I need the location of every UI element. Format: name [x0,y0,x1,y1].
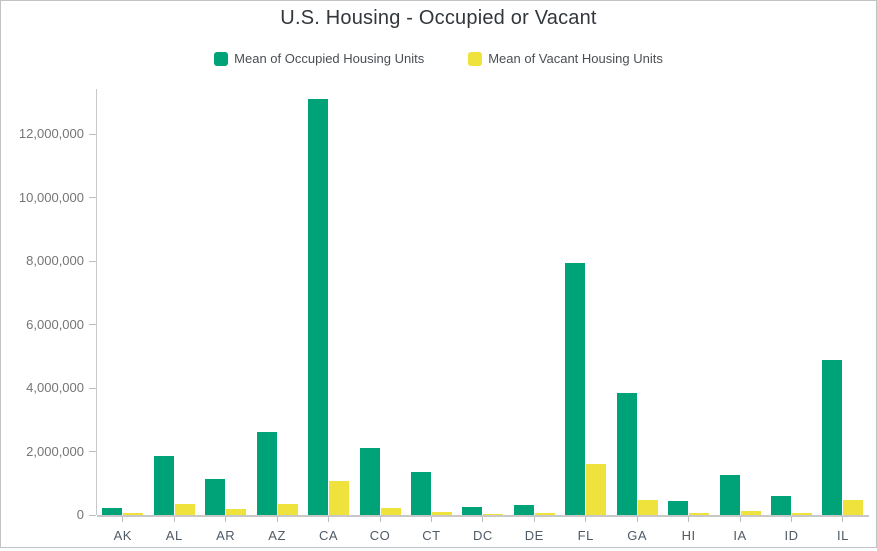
y-axis-tick [88,260,96,262]
bar-vacant-GA[interactable] [637,499,658,515]
x-axis-tick [122,517,124,522]
y-axis-tick [88,133,96,135]
legend-item-occupied[interactable]: Mean of Occupied Housing Units [214,51,424,67]
x-axis-tick [173,517,175,522]
x-axis-label-CT: CT [422,528,441,543]
bar-occupied-GA[interactable] [616,392,637,515]
legend-item-vacant[interactable]: Mean of Vacant Housing Units [468,51,663,67]
bar-occupied-CO[interactable] [359,448,380,515]
y-axis-label: 12,000,000 [18,126,84,141]
bar-occupied-AR[interactable] [205,479,226,515]
y-axis-tick [88,514,96,516]
vacant-series-swatch-icon [468,52,483,66]
chart-title: U.S. Housing - Occupied or Vacant [280,7,597,29]
x-axis-label-HI: HI [681,528,696,543]
x-axis-tick [688,517,690,522]
bar-vacant-HI[interactable] [689,512,710,515]
bar-vacant-IL[interactable] [843,499,864,515]
x-axis-tick [791,517,793,522]
bar-vacant-DE[interactable] [534,513,555,515]
x-axis-tick [533,517,535,522]
x-axis-tick [430,517,432,522]
occupied-series-swatch-icon [214,52,229,66]
x-axis-label-AR: AR [216,528,236,543]
bar-occupied-ID[interactable] [771,495,792,515]
x-axis-tick [636,517,638,522]
x-axis-label-DC: DC [472,528,493,543]
bar-vacant-CT[interactable] [431,511,452,515]
y-axis-label: 2,000,000 [26,443,84,459]
y-axis-label: 0 [76,507,84,522]
x-axis-tick [225,517,227,522]
bar-occupied-IA[interactable] [719,475,740,515]
x-axis-line [97,515,869,517]
x-axis-tick [328,517,330,522]
bar-vacant-CA[interactable] [329,480,350,515]
x-axis-label-CO: CO [369,528,391,543]
x-axis-tick [276,517,278,522]
bar-occupied-FL[interactable] [565,262,586,515]
bar-occupied-DC[interactable] [462,507,483,515]
x-axis-label-DE: DE [524,528,544,543]
chart-legend: Mean of Occupied Housing Units Mean of V… [1,51,876,67]
x-axis-label-AZ: AZ [268,528,286,543]
x-axis-tick [842,517,844,522]
x-axis-label-FL: FL [577,528,594,543]
bar-occupied-HI[interactable] [668,501,689,515]
y-axis-tick [88,451,96,452]
bar-occupied-AL[interactable] [153,456,174,515]
x-axis-label-IA: IA [733,528,747,543]
x-axis-tick [585,517,587,522]
x-axis-label-AL: AL [165,528,183,543]
x-axis-tick [739,517,741,522]
x-axis-label-CA: CA [319,528,339,543]
y-axis-line [95,89,97,515]
x-axis-label-IL: IL [837,528,849,543]
x-axis-label-GA: GA [627,528,648,543]
bar-occupied-AZ[interactable] [256,432,277,515]
x-axis-tick [379,517,381,522]
bar-occupied-IL[interactable] [822,360,843,515]
bar-vacant-FL[interactable] [586,464,607,515]
legend-label-occupied: Mean of Occupied Housing Units [234,51,425,66]
bar-vacant-IA[interactable] [740,510,761,515]
y-axis-label: 4,000,000 [26,380,84,395]
bar-vacant-AZ[interactable] [277,503,298,515]
x-axis-tick [482,517,484,522]
bar-occupied-AK[interactable] [102,507,123,515]
bar-vacant-CO[interactable] [380,508,401,515]
y-axis-tick [88,387,96,389]
y-axis-label: 10,000,000 [18,189,84,205]
x-axis-label-ID: ID [784,528,799,543]
bar-occupied-CT[interactable] [410,471,431,515]
bar-occupied-CA[interactable] [308,99,329,515]
bar-occupied-DE[interactable] [513,504,534,515]
y-axis-label: 8,000,000 [26,253,84,268]
y-axis-tick [88,197,96,198]
x-axis-label-AK: AK [113,528,132,543]
y-axis-label: 6,000,000 [26,316,84,332]
bar-vacant-AL[interactable] [174,504,195,515]
bar-vacant-DC[interactable] [483,513,504,515]
y-axis-tick [88,324,96,325]
legend-label-vacant: Mean of Vacant Housing Units [488,51,663,66]
bar-vacant-AK[interactable] [123,513,144,515]
bar-vacant-ID[interactable] [792,512,813,515]
bar-vacant-AR[interactable] [226,509,247,515]
